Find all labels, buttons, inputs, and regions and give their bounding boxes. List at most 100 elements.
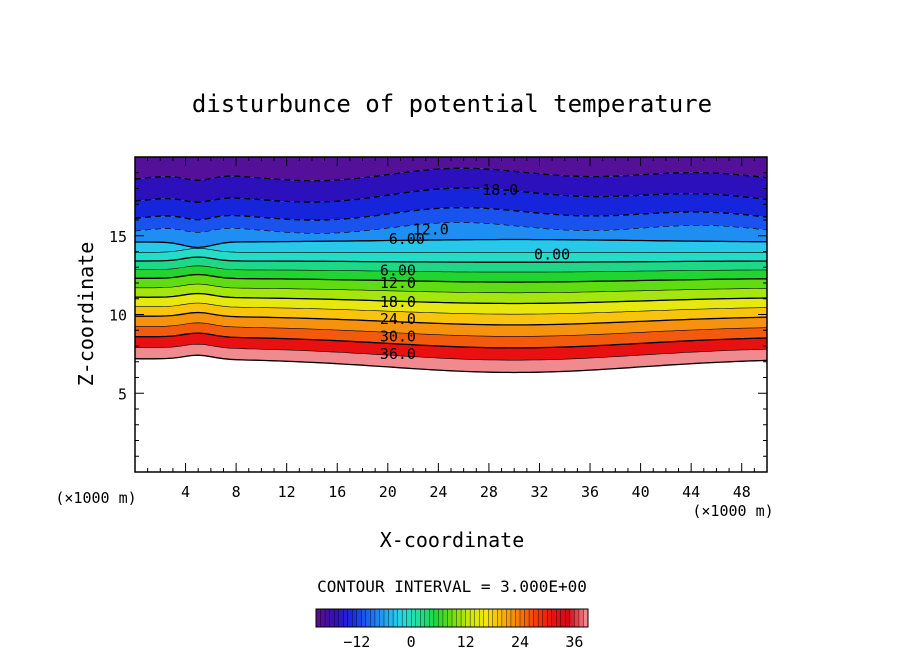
contour-line-30: [135, 332, 768, 349]
contour-line-9: [135, 265, 768, 273]
colorbar-swatch: [329, 608, 335, 628]
colorbar-swatch: [343, 608, 349, 628]
colorbar-tick-label: 12: [457, 633, 475, 651]
x-axis-ticks: 4 8 12 16 20 24 28 32 36 40 44 48: [147, 157, 755, 501]
colorbar-swatch: [533, 608, 539, 628]
colorbar-swatch: [519, 608, 526, 628]
y-axis-label: Z-coordinate: [74, 242, 98, 387]
contour-label: 18.0: [380, 293, 416, 311]
contour-label: 6.00: [389, 230, 425, 248]
colorbar-swatch: [383, 608, 390, 628]
colorbar-swatch: [447, 608, 453, 628]
colorbar-swatch: [488, 608, 494, 628]
colorbar-swatch: [578, 608, 584, 628]
contour-line-15: [135, 283, 767, 294]
colorbar-swatch: [315, 608, 322, 628]
contour-band--18: [135, 157, 767, 181]
colorbar-swatch: [456, 608, 462, 628]
colorbar-swatch: [420, 608, 426, 628]
colorbar-swatch: [501, 608, 507, 628]
colorbar-ticks: −12 0 12 24 36: [343, 633, 583, 651]
x-tick-label: 24: [429, 483, 447, 501]
contour-line-6: [135, 256, 767, 263]
x-tick-label: 16: [328, 483, 346, 501]
colorbar-swatch: [451, 608, 458, 628]
contour-line-27: [135, 322, 768, 337]
contour-label: 18.0: [482, 181, 518, 199]
colorbar-tick-label: 24: [511, 633, 529, 651]
colorbar-swatch: [352, 608, 358, 628]
contour-band-36: [135, 344, 767, 373]
colorbar-swatch: [483, 608, 489, 628]
x-axis-unit: (×1000 m): [692, 502, 773, 520]
contour-band--6: [135, 188, 767, 221]
x-tick-label: 32: [530, 483, 548, 501]
contour-band-9: [135, 257, 767, 273]
contour-line-33: [135, 343, 768, 361]
colorbar-swatch: [347, 608, 353, 628]
contour-lines: [134, 167, 768, 374]
y-tick-label: 5: [118, 385, 127, 403]
chart-title: disturbunce of potential temperature: [192, 90, 712, 118]
colorbar-swatch: [574, 608, 580, 628]
colorbar-swatch: [370, 608, 376, 628]
colorbar-swatch: [429, 608, 435, 628]
colorbar-swatch: [497, 608, 503, 628]
contour-band-15: [135, 274, 767, 293]
colorbar-swatch: [474, 608, 480, 628]
colorbar-frame: [315, 608, 589, 628]
x-tick-label: 12: [278, 483, 296, 501]
z-axis-unit: (×1000 m): [55, 489, 136, 507]
contour-label: 24.0: [380, 310, 416, 328]
contour-line-12: [135, 273, 767, 283]
colorbar-tick-label: 36: [565, 633, 583, 651]
contour-field: [135, 157, 767, 373]
colorbar-tick-label: 0: [407, 633, 416, 651]
colorbar-swatch: [406, 608, 412, 628]
colorbar-swatch: [415, 608, 421, 628]
x-tick-label: 4: [181, 483, 190, 501]
colorbar-swatch: [442, 608, 448, 628]
colorbar-swatch: [356, 608, 362, 628]
colorbar-swatch: [401, 608, 408, 628]
colorbar-swatch: [551, 608, 557, 628]
x-tick-label: 44: [682, 483, 700, 501]
colorbar-swatch: [542, 608, 548, 628]
colorbar-swatch: [438, 608, 444, 628]
colorbar-swatch: [569, 608, 575, 628]
contour-label: 30.0: [380, 328, 416, 346]
colorbar-swatch: [506, 608, 512, 628]
colorbar-swatch: [424, 608, 430, 628]
colorbar-swatch: [397, 608, 403, 628]
contour-label: 36.0: [380, 345, 416, 363]
colorbar-swatch: [411, 608, 417, 628]
contour-line-0: [135, 238, 767, 249]
x-tick-label: 36: [581, 483, 599, 501]
colorbar-swatch: [510, 608, 516, 628]
colorbar-swatch: [365, 608, 371, 628]
colorbar-swatch: [392, 608, 399, 628]
colorbar-swatch: [460, 608, 467, 628]
colorbar-swatch: [479, 608, 485, 628]
colorbar-swatch: [320, 608, 326, 628]
x-tick-label: 20: [379, 483, 397, 501]
colorbar-swatch: [433, 608, 439, 628]
contour-line-36: [134, 354, 768, 374]
colorbar-swatch: [515, 608, 521, 628]
colorbar-swatch: [547, 608, 553, 628]
contour-interval-note: CONTOUR INTERVAL = 3.000E+00: [317, 577, 587, 596]
x-tick-label: 8: [232, 483, 241, 501]
colorbar-swatch: [565, 608, 571, 628]
colorbar-swatch: [524, 608, 530, 628]
contour-band-6: [135, 248, 767, 263]
colorbar-swatch: [469, 608, 476, 628]
contour-label: 12.0: [413, 220, 449, 238]
colorbar-swatch: [492, 608, 498, 628]
y-tick-label: 15: [109, 228, 127, 246]
contour-label: 12.0: [380, 274, 416, 292]
colorbar-swatch: [528, 608, 535, 628]
contour-line-18: [135, 292, 768, 305]
colorbar-swatch: [556, 608, 562, 628]
